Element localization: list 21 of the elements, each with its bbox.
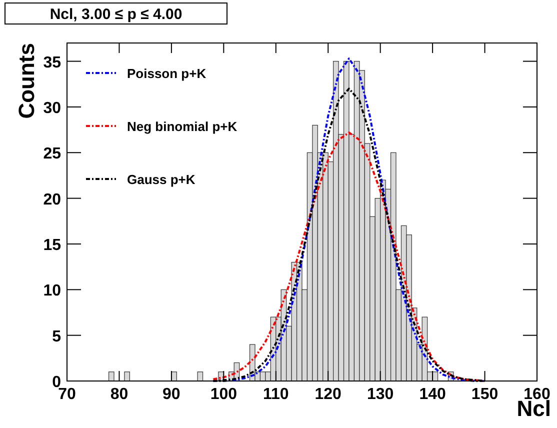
legend-label: Gauss p+K bbox=[127, 172, 196, 187]
chart-title: Ncl, 3.00 ≤ p ≤ 4.00 bbox=[50, 6, 182, 23]
y-tick-label: 35 bbox=[43, 54, 62, 72]
y-tick-label: 30 bbox=[43, 100, 62, 117]
legend-label: Neg binomial p+K bbox=[127, 119, 238, 134]
y-tick-label: 20 bbox=[43, 191, 62, 208]
x-tick-label: 140 bbox=[419, 386, 446, 403]
x-tick-label: 130 bbox=[366, 386, 394, 403]
y-tick-label: 10 bbox=[43, 282, 62, 300]
legend-label: Poisson p+K bbox=[127, 66, 207, 81]
x-tick-label: 70 bbox=[58, 386, 76, 403]
x-tick-label: 100 bbox=[210, 386, 238, 403]
x-tick-label: 110 bbox=[262, 386, 289, 403]
y-axis-title: Counts bbox=[14, 43, 39, 119]
y-tick-label: 25 bbox=[43, 146, 62, 163]
y-tick-label: 5 bbox=[52, 328, 62, 346]
x-tick-label: 120 bbox=[314, 386, 342, 403]
x-tick-label: 150 bbox=[471, 386, 498, 403]
y-tick-label: 15 bbox=[43, 236, 62, 254]
x-tick-label: 90 bbox=[162, 386, 180, 403]
x-tick-label: 80 bbox=[110, 386, 128, 403]
